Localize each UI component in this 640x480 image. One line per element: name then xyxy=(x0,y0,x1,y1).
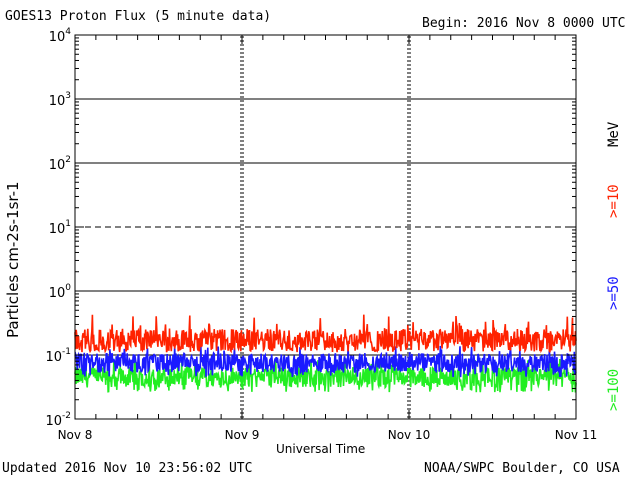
y-tick-label: 101 xyxy=(49,219,71,237)
y-tick-label: 104 xyxy=(49,27,72,45)
series-line-ge50 xyxy=(74,344,577,378)
x-tick-label: Nov 8 xyxy=(58,428,93,442)
chart-title: GOES13 Proton Flux (5 minute data) xyxy=(5,9,272,24)
updated-timestamp: Updated 2016 Nov 10 23:56:02 UTC xyxy=(2,461,253,476)
source-credit: NOAA/SWPC Boulder, CO USA xyxy=(424,461,620,476)
y-tick-label: 10-2 xyxy=(45,411,71,429)
legend-item-100: >=100 xyxy=(606,368,622,411)
y-tick-label: 10-1 xyxy=(45,347,71,365)
y-tick-label: 100 xyxy=(49,283,72,301)
x-tick-label: Nov 11 xyxy=(555,428,598,442)
legend-unit: MeV xyxy=(606,121,622,147)
begin-time: Begin: 2016 Nov 8 0000 UTC xyxy=(422,16,626,31)
legend-item-50: >=50 xyxy=(606,276,622,310)
y-axis-label: Particles cm-2s-1sr-1 xyxy=(4,181,22,338)
y-axis-label-text: Particles cm-2s-1sr-1 xyxy=(4,181,22,338)
x-tick-label: Nov 10 xyxy=(388,428,431,442)
x-tick-label: Nov 9 xyxy=(225,428,260,442)
legend-item-10: >=10 xyxy=(606,184,622,218)
series-line-ge10 xyxy=(74,314,577,354)
y-tick-label: 103 xyxy=(49,91,71,109)
x-axis-label: Universal Time xyxy=(276,442,366,456)
y-tick-label: 102 xyxy=(49,155,71,173)
